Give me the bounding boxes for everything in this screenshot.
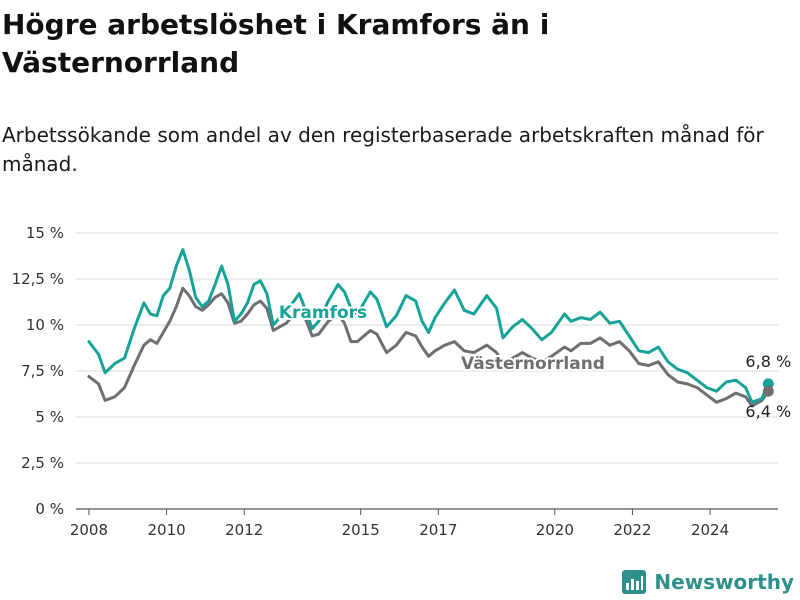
chart-subtitle: Arbetssökande som andel av den registerb… [2,123,764,176]
x-tick-label: 2015 [342,521,380,539]
x-tick-label: 2008 [70,521,108,539]
series-labels: 6,8 % 6,4 % Kramfors Västernorrland [277,301,791,421]
y-tick-label: 5 % [35,408,64,426]
y-tick-label: 2,5 % [21,454,64,472]
x-tick-label: 2024 [691,521,729,539]
x-tick-label: 2022 [613,521,651,539]
x-tick-label: 2020 [536,521,574,539]
gridlines [76,232,778,510]
series-label-kramfors: Kramfors [279,303,367,323]
brand-name: Newsworthy [654,570,794,594]
series-label-vasternorrland: Västernorrland [461,354,605,374]
series-lines [87,248,770,408]
x-tick-label: 2010 [147,521,185,539]
x-tick-label: 2012 [225,521,263,539]
y-tick-label: 7,5 % [21,362,64,380]
end-value-label-vasternorrland: 6,4 % [745,402,791,421]
newsworthy-brand: Newsworthy [622,570,794,594]
end-value-label-kramfors: 6,8 % [745,352,791,371]
y-tick-label: 10 % [26,316,64,334]
endpoint-marker-vasternorrland [762,385,774,397]
y-tick-label: 15 % [26,224,64,242]
y-axis-ticks: 0 % 2,5 % 5 % 7,5 % 10 % 12,5 % 15 % [12,224,64,518]
chart-title: Högre arbetslöshet i Kramfors än i Väste… [2,8,550,79]
x-axis-ticks: 2008 2010 2012 2015 2017 2020 2022 2024 [70,509,729,539]
series-line-kramfors [87,248,770,404]
bar-chart-logo-icon [622,570,647,594]
y-tick-label: 0 % [35,500,64,518]
y-tick-label: 12,5 % [12,270,64,288]
x-tick-label: 2017 [419,521,457,539]
series-line-vasternorrland [87,286,770,408]
